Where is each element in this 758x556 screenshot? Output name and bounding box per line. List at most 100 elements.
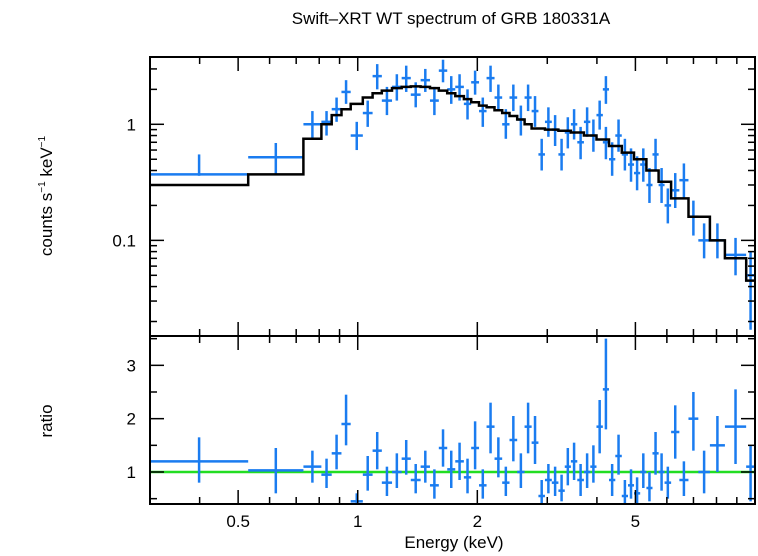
data-point (646, 168, 653, 203)
data-point (471, 70, 480, 95)
ratio-point (509, 416, 518, 462)
top-ylabel-d: −1 (37, 135, 48, 147)
ratio-y-tick-label: 2 (127, 410, 136, 429)
data-point (248, 143, 304, 175)
data-point (698, 223, 710, 259)
ratio-point (551, 466, 559, 496)
ratio-point (688, 392, 699, 451)
ratio-point (746, 445, 755, 502)
ratio-point (664, 466, 672, 499)
data-point (628, 148, 635, 182)
ratio-point (341, 394, 351, 446)
ratio-ylabel: ratio (37, 404, 56, 437)
y-tick-label: 1 (127, 115, 136, 134)
data-point (596, 100, 603, 130)
x-tick-label: 1 (353, 512, 362, 531)
ratio-point (538, 480, 545, 504)
ratio-point (362, 456, 373, 491)
spectrum-frame (149, 56, 756, 337)
data-point (150, 154, 249, 176)
xlabel: Energy (keV) (404, 533, 503, 552)
top-ylabel-c: keV (37, 147, 56, 182)
data-point (420, 68, 430, 92)
ratio-point (350, 493, 363, 504)
data-point (570, 109, 578, 140)
ratio-point (303, 450, 322, 483)
ratio-point (602, 338, 609, 430)
top-ylabel-a: counts s (37, 193, 56, 256)
ratio-point (652, 432, 659, 475)
data-point (331, 97, 342, 122)
ratio-point (248, 448, 304, 494)
data-point (362, 100, 373, 127)
ratio-point (447, 450, 456, 488)
ratio-point (455, 442, 464, 480)
data-point (558, 138, 565, 171)
ratio-point (420, 450, 430, 483)
spectrum-panel (150, 59, 755, 330)
data-point (494, 84, 503, 112)
ratio-point (502, 466, 510, 496)
ratio-panel (150, 338, 755, 504)
chart-title: Swift–XRT WT spectrum of GRB 180331A (292, 9, 611, 28)
ratio-point (438, 429, 448, 467)
x-tick-label: 0.5 (226, 512, 250, 531)
data-point (538, 138, 545, 171)
ratio-point (724, 389, 747, 464)
data-point (341, 80, 351, 104)
ratio-point (658, 453, 665, 491)
ratio-point (486, 402, 495, 454)
ratio-point (621, 480, 629, 504)
data-point (438, 59, 448, 83)
ratio-point (517, 453, 525, 488)
ratio-point (321, 458, 332, 488)
data-point (509, 84, 518, 112)
axes: 0.5 1 2 5 0.1 1 1 2 3 (112, 56, 756, 531)
ratio-y-tick-label: 3 (127, 356, 136, 375)
ratio-point (471, 421, 480, 470)
data-point (447, 76, 456, 104)
ratio-point (150, 437, 249, 483)
x-tick-label: 5 (631, 512, 640, 531)
top-ylabel: counts s−1 keV−1 (37, 135, 56, 256)
data-point (608, 142, 616, 176)
ratio-frame (149, 335, 756, 505)
data-point (634, 156, 641, 191)
ratio-point (558, 474, 565, 502)
ratio-point (531, 416, 539, 464)
ratio-point (524, 402, 532, 454)
ratio-point (381, 466, 393, 496)
ratio-point (401, 440, 411, 475)
y-tick-label: 0.1 (112, 231, 136, 250)
ratio-point (628, 469, 635, 499)
ratio-point (590, 445, 597, 483)
data-point (664, 188, 672, 224)
data-point (688, 200, 699, 236)
data-point (524, 84, 532, 112)
data-point (479, 97, 487, 127)
data-point (463, 89, 472, 120)
data-point (724, 237, 747, 276)
ratio-point (615, 434, 622, 475)
x-tick-label: 2 (473, 512, 482, 531)
data-point (350, 121, 363, 151)
data-point (544, 107, 552, 137)
data-point (583, 107, 591, 137)
ratio-point (646, 472, 653, 502)
ratio-point (410, 464, 421, 494)
data-point (372, 64, 382, 90)
ratio-y-tick-label: 1 (127, 463, 136, 482)
data-point (429, 86, 439, 116)
data-point (679, 163, 689, 199)
ratio-point (577, 464, 584, 496)
ratio-point (596, 400, 603, 454)
model-line (150, 85, 755, 282)
data-point (531, 96, 539, 127)
ratio-point (671, 405, 680, 459)
data-point (602, 76, 609, 104)
ratio-point (372, 432, 382, 470)
ratio-point (392, 453, 402, 488)
data-point (621, 138, 629, 171)
ratio-point (564, 448, 571, 486)
